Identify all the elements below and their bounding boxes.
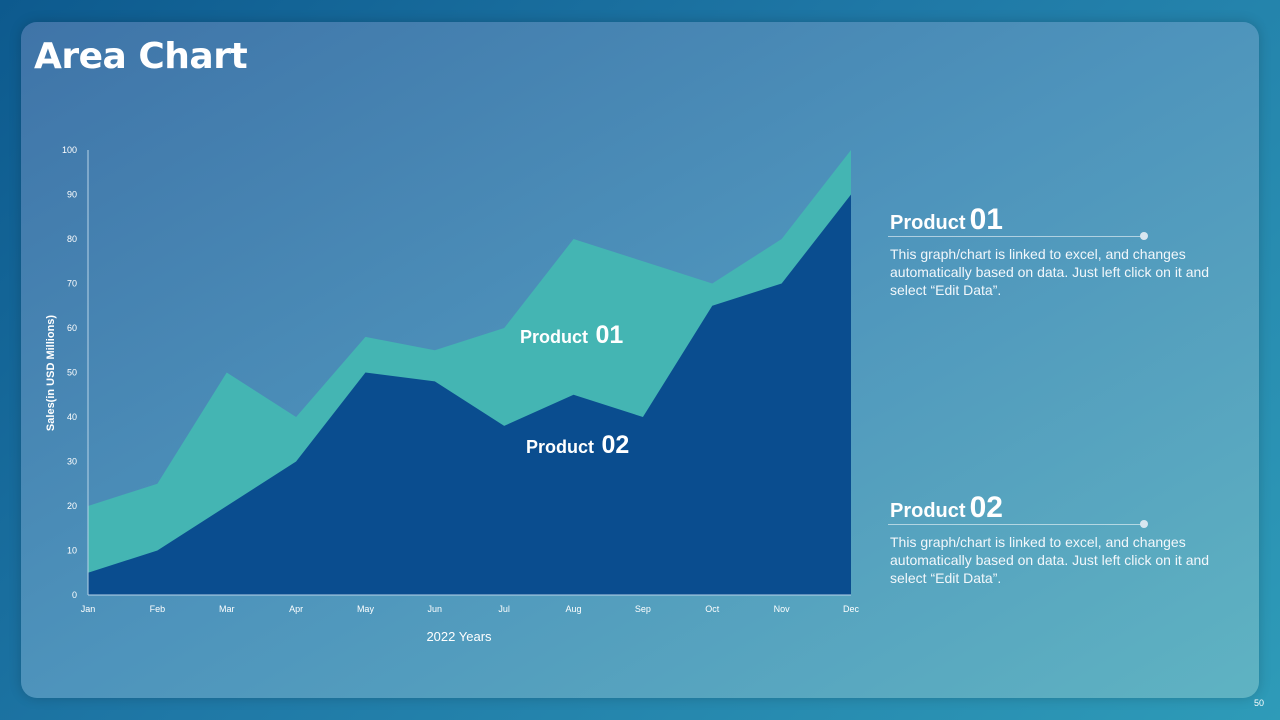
x-axis-label: 2022 Years bbox=[426, 629, 492, 644]
legend-product02-heading: Product 02 bbox=[890, 491, 1235, 525]
slide-title: Area Chart bbox=[34, 36, 248, 77]
legend-product01-description: This graph/chart is linked to excel, and… bbox=[890, 246, 1210, 298]
y-tick-label: 90 bbox=[67, 190, 77, 200]
x-tick-label: Nov bbox=[774, 604, 791, 614]
legend-product01-word: Product bbox=[890, 212, 966, 234]
y-axis-label: Sales(in USD Millions) bbox=[45, 315, 57, 431]
x-tick-label: Sep bbox=[635, 604, 651, 614]
y-tick-label: 80 bbox=[67, 234, 77, 244]
x-tick-label: Apr bbox=[289, 604, 303, 614]
legend-product01-rule bbox=[888, 236, 1142, 237]
y-tick-label: 30 bbox=[67, 457, 77, 467]
x-tick-label: Aug bbox=[566, 604, 582, 614]
area-label-product01: Product 01 bbox=[520, 321, 623, 349]
legend-product01-dot bbox=[1140, 232, 1148, 240]
legend-product02: Product 02 This graph/chart is linked to … bbox=[888, 491, 1235, 587]
page-number: 50 bbox=[1253, 698, 1264, 708]
y-tick-label: 100 bbox=[62, 145, 77, 155]
x-tick-label: Jan bbox=[81, 604, 96, 614]
x-tick-label: Jun bbox=[428, 604, 443, 614]
area-label-product02: Product 02 bbox=[526, 431, 629, 459]
area-label-product01-number: 01 bbox=[595, 321, 623, 349]
legend-product02-dot bbox=[1140, 520, 1148, 528]
legend-product02-number: 02 bbox=[969, 491, 1003, 524]
y-tick-label: 10 bbox=[67, 546, 77, 556]
legend-product01-number: 01 bbox=[969, 203, 1003, 236]
y-tick-label: 20 bbox=[67, 501, 77, 511]
y-tick-label: 40 bbox=[67, 412, 77, 422]
y-tick-label: 60 bbox=[67, 323, 77, 333]
area-series-product02 bbox=[88, 194, 851, 595]
y-tick-label: 0 bbox=[72, 590, 77, 600]
x-tick-label: Feb bbox=[150, 604, 166, 614]
legend-product02-word: Product bbox=[890, 500, 966, 522]
area-label-product02-number: 02 bbox=[601, 431, 629, 459]
x-tick-label: Dec bbox=[843, 604, 860, 614]
y-tick-label: 50 bbox=[67, 368, 77, 378]
legend-product02-description: This graph/chart is linked to excel, and… bbox=[890, 534, 1210, 586]
x-tick-label: Mar bbox=[219, 604, 235, 614]
chart-axes bbox=[87, 150, 851, 596]
x-tick-label: May bbox=[357, 604, 375, 614]
y-tick-label: 70 bbox=[67, 279, 77, 289]
legend-product01-heading: Product 01 bbox=[890, 203, 1235, 237]
legend-product02-rule bbox=[888, 524, 1142, 525]
area-label-product01-word: Product bbox=[520, 327, 588, 347]
x-tick-label: Oct bbox=[705, 604, 720, 614]
chart-areas bbox=[87, 149, 852, 595]
x-tick-label: Jul bbox=[498, 604, 510, 614]
legend-product01: Product 01 This graph/chart is linked to … bbox=[888, 203, 1235, 299]
area-label-product02-word: Product bbox=[526, 437, 594, 457]
